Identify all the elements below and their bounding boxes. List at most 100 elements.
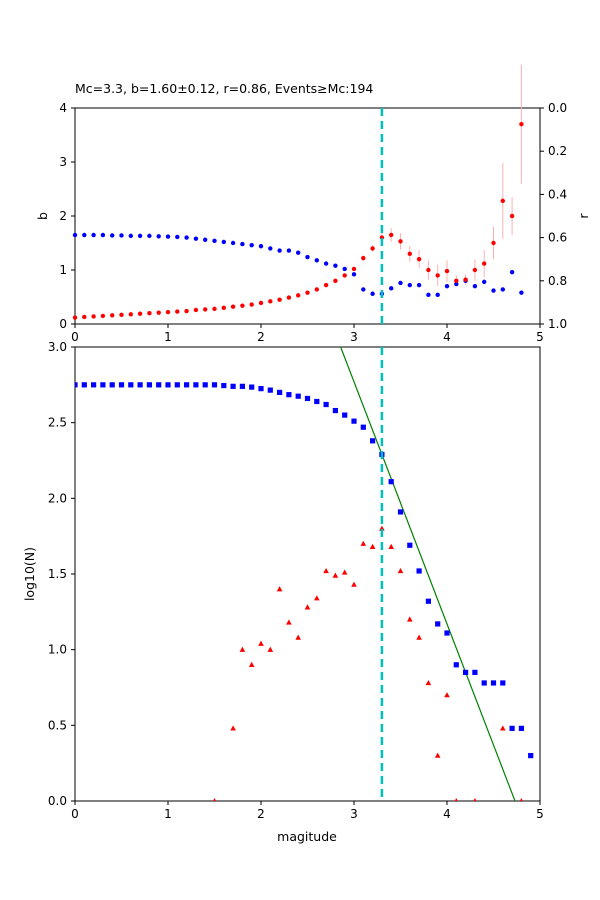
cumulative-point [81,382,87,388]
b-point [361,255,366,261]
incremental-point [332,572,339,578]
b-point [203,307,208,312]
r-point [277,248,282,253]
r-point [128,233,133,239]
b-point [193,307,199,313]
cumulative-point [286,392,292,398]
b-point [100,313,106,319]
incremental-point [379,525,385,531]
r-point [305,254,310,260]
b-point [342,273,347,278]
b-point [491,240,496,246]
bottom-x-ticks: 0 1 2 3 4 5 [71,801,544,821]
cumulative-point [128,382,134,388]
cumulative-point [91,382,97,388]
r-point [193,236,199,241]
cumulative-point [258,386,264,392]
b-point [323,282,329,288]
r-point [500,287,505,292]
b-point [482,261,487,266]
r-point [342,266,347,272]
incremental-point [369,543,376,549]
cumulative-point [323,401,329,408]
r-series [72,232,524,298]
r-point [389,286,394,291]
b-point [230,304,236,309]
r-point [314,258,319,263]
r-point [110,233,115,238]
cumulative-point [481,680,487,686]
cumulative-point [211,382,218,388]
r-point [230,240,236,246]
cumulative-point [416,568,422,574]
top-y-tick-label: 0 [59,317,67,331]
b-point [175,309,180,314]
top-x-tick-label: 4 [443,330,451,344]
incremental-point [416,634,422,640]
r-point [333,263,338,268]
cumulative-point [528,753,534,759]
incremental-point [351,581,357,587]
b-point [119,312,124,318]
bottom-y-ticks: 0.0 0.5 1.0 1.5 2.0 2.5 3.0 [48,340,75,808]
cumulative-point [249,384,255,390]
incremental-point [323,567,329,574]
top-y-tick-label: 1 [59,263,67,277]
top-y2-ticks: 0.0 0.2 0.4 0.6 0.8 1.0 [540,101,567,331]
b-point [333,278,338,283]
r-point [240,241,245,247]
b-point [444,268,450,274]
cumulative-point [472,669,478,675]
b-point [296,293,301,298]
b-point [82,314,87,320]
b-point [426,267,431,273]
cumulative-point [304,395,311,402]
cumulative-point [267,387,273,393]
b-point [454,278,459,283]
r-point [147,233,152,239]
incremental-point [248,661,255,667]
r-point [137,233,143,239]
cumulative-point [137,382,143,388]
incremental-point [239,646,246,652]
b-point [416,257,422,262]
b-point [91,314,96,319]
r-point [249,242,254,248]
top-x-tick-label: 0 [71,330,79,344]
b-point [472,267,478,273]
cumulative-point [397,509,404,515]
top-y2-tick-label: 0.0 [548,101,567,115]
cumulative-point [351,418,357,424]
top-y-axis-label: b [35,212,50,220]
b-point [370,246,375,251]
b-error-bars [353,64,522,287]
incremental-point [473,798,477,801]
b-point [407,251,412,256]
b-point [398,239,403,244]
bottom-y-tick-label: 3.0 [48,340,67,354]
incremental-point [304,604,311,610]
top-y-tick-label: 4 [59,101,67,115]
incremental-point [454,798,458,801]
r-point [212,238,217,244]
b-series [72,122,524,320]
incremental-point [212,798,217,801]
r-point [184,235,189,240]
cumulative-point [277,389,283,395]
b-point [463,277,468,282]
incremental-point [258,640,264,646]
b-point [72,315,78,320]
gr-fit-line [339,347,516,801]
bottom-x-tick-label: 2 [257,807,265,821]
r-point [444,284,450,289]
cumulative-point [193,382,199,388]
incremental-point [276,586,283,592]
b-point [519,122,524,127]
incremental-point [286,619,292,625]
r-point [286,248,292,253]
cumulative-point [314,398,320,405]
r-point [435,292,440,298]
cumulative-point [490,680,497,686]
bottom-y-tick-label: 1.0 [48,643,67,657]
